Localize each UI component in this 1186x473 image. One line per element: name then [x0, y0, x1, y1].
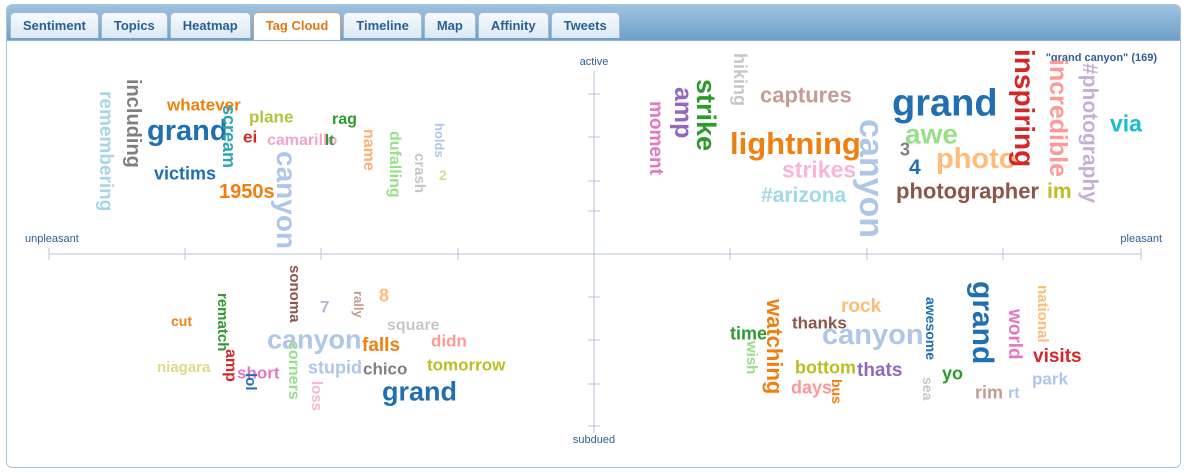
tag-word-rt[interactable]: rt — [1008, 385, 1020, 402]
tag-word-scream[interactable]: scream — [219, 105, 239, 168]
tab-map[interactable]: Map — [423, 12, 476, 38]
axis-ticks — [48, 93, 1142, 427]
axis-label-top: active — [580, 56, 609, 68]
tab-tag-cloud[interactable]: Tag Cloud — [252, 12, 342, 40]
tag-word-awesome[interactable]: awesome — [923, 297, 939, 360]
tag-word-rag[interactable]: rag — [332, 111, 357, 128]
tag-word-tomorrow[interactable]: tomorrow — [427, 356, 506, 375]
tag-word-canyon[interactable]: canyon — [852, 119, 890, 238]
tag-word-park[interactable]: park — [1032, 370, 1068, 389]
tag-word-plane[interactable]: plane — [249, 108, 293, 127]
tag-word-3[interactable]: 3 — [900, 139, 910, 159]
tag-word-including[interactable]: including — [122, 79, 144, 168]
tag-word-cut[interactable]: cut — [171, 313, 192, 329]
query-label: "grand canyon" (169) — [1046, 52, 1158, 64]
tag-word-dufalling[interactable]: dufalling — [386, 131, 403, 198]
tag-word-square[interactable]: square — [387, 317, 440, 334]
tag-word-victims[interactable]: victims — [154, 163, 216, 183]
tag-word-bottom[interactable]: bottom — [795, 357, 856, 377]
tag-word-photo[interactable]: photo — [936, 143, 1017, 175]
tag-word-grand[interactable]: grand — [966, 281, 999, 364]
axis-label-left: unpleasant — [25, 233, 79, 245]
tag-word-sonoma[interactable]: sonoma — [286, 265, 303, 323]
axis-label-bottom: subdued — [573, 434, 615, 446]
tag-word-niagara[interactable]: niagara — [157, 359, 211, 376]
tag-word-amp[interactable]: amp — [669, 87, 697, 138]
tab-tweets[interactable]: Tweets — [550, 12, 620, 38]
tag-word-loss[interactable]: loss — [308, 381, 325, 411]
tag-word-thats[interactable]: thats — [857, 360, 902, 381]
tag-word-amp[interactable]: amp — [222, 349, 239, 382]
tag-word-short[interactable]: short — [237, 364, 280, 383]
tag-word-grand[interactable]: grand — [147, 115, 228, 147]
tag-word-yo[interactable]: yo — [942, 363, 963, 383]
tag-word-lightning[interactable]: lightning — [730, 126, 861, 161]
tag-word-arizona[interactable]: #arizona — [761, 184, 847, 207]
tag-word-name[interactable]: name — [360, 129, 377, 171]
tag-word-im[interactable]: im — [1047, 180, 1072, 203]
tab-bar: Sentiment Topics Heatmap Tag Cloud Timeline M… — [7, 5, 1180, 41]
tab-sentiment[interactable]: Sentiment — [10, 12, 99, 38]
axis-label-right: pleasant — [1120, 233, 1162, 245]
tab-affinity[interactable]: Affinity — [477, 12, 549, 38]
tag-word-moment[interactable]: moment — [645, 101, 666, 176]
tag-word-strikes[interactable]: strikes — [782, 156, 856, 182]
tag-word-whatever[interactable]: whatever — [166, 96, 241, 115]
tag-word-rematch[interactable]: rematch — [214, 293, 231, 351]
tag-word-lt[interactable]: lt — [325, 132, 334, 149]
tag-word-1950s[interactable]: 1950s — [219, 181, 275, 203]
tag-word-grand[interactable]: grand — [382, 377, 457, 407]
tag-word-camarillo[interactable]: camarillo — [267, 132, 337, 149]
tag-word-awe[interactable]: awe — [905, 118, 958, 149]
tag-word-sea[interactable]: sea — [920, 377, 936, 401]
tag-word-crash[interactable]: crash — [411, 153, 428, 193]
tag-word-didn[interactable]: didn — [431, 332, 467, 351]
tag-cloud-panel: Sentiment Topics Heatmap Tag Cloud Timeline M… — [6, 4, 1181, 468]
tag-word-remembering[interactable]: remembering — [95, 91, 116, 211]
tag-word-hiking[interactable]: hiking — [730, 53, 750, 106]
tag-word-ei[interactable]: ei — [243, 128, 257, 147]
tag-word-8[interactable]: 8 — [379, 285, 389, 305]
tag-word-time[interactable]: time — [730, 323, 767, 343]
tag-word-canyon[interactable]: canyon — [822, 319, 924, 351]
tag-word-holds[interactable]: holds — [432, 123, 447, 158]
tag-word-canyon[interactable]: canyon — [267, 325, 362, 355]
tag-word-strike[interactable]: strike — [691, 79, 721, 151]
tag-word-photography[interactable]: #photography — [1078, 63, 1101, 203]
tag-word-thanks[interactable]: thanks — [792, 314, 847, 333]
tag-word-inspiring[interactable]: inspiring — [1009, 49, 1040, 167]
tag-word-world[interactable]: world — [1004, 308, 1025, 360]
tab-topics[interactable]: Topics — [100, 12, 168, 38]
tag-word-canyon[interactable]: canyon — [271, 151, 302, 249]
tag-word-rock[interactable]: rock — [841, 296, 882, 317]
tag-word-wish[interactable]: wish — [743, 340, 760, 374]
tag-word-rally[interactable]: rally — [351, 291, 366, 319]
tag-word-via[interactable]: via — [1110, 110, 1142, 136]
tag-word-incredible[interactable]: incredible — [1044, 59, 1072, 177]
tag-word-2[interactable]: 2 — [439, 167, 447, 183]
tag-word-watching[interactable]: watching — [762, 298, 787, 394]
tag-word-corners[interactable]: corners — [285, 341, 302, 400]
tag-word-national[interactable]: national — [1034, 285, 1051, 343]
tab-timeline[interactable]: Timeline — [343, 12, 422, 38]
tag-word-stupid[interactable]: stupid — [308, 357, 362, 377]
tag-word-4[interactable]: 4 — [909, 156, 921, 179]
tag-word-visits[interactable]: visits — [1033, 346, 1082, 367]
tag-word-bus[interactable]: bus — [829, 379, 845, 404]
tag-word-grand[interactable]: grand — [892, 82, 998, 124]
tag-word-chico[interactable]: chico — [363, 360, 407, 379]
tag-word-falls[interactable]: falls — [362, 335, 400, 356]
tag-word-rim[interactable]: rim — [975, 382, 1003, 402]
tag-word-lol[interactable]: lol — [242, 373, 259, 391]
tag-word-days[interactable]: days — [791, 377, 832, 397]
tag-word-photographer[interactable]: photographer — [896, 179, 1039, 204]
tag-word-7[interactable]: 7 — [320, 298, 329, 317]
tag-word-captures[interactable]: captures — [760, 83, 852, 108]
tag-cloud-chart: active subdued unpleasant pleasant "gran… — [25, 49, 1162, 446]
tab-heatmap[interactable]: Heatmap — [169, 12, 251, 38]
